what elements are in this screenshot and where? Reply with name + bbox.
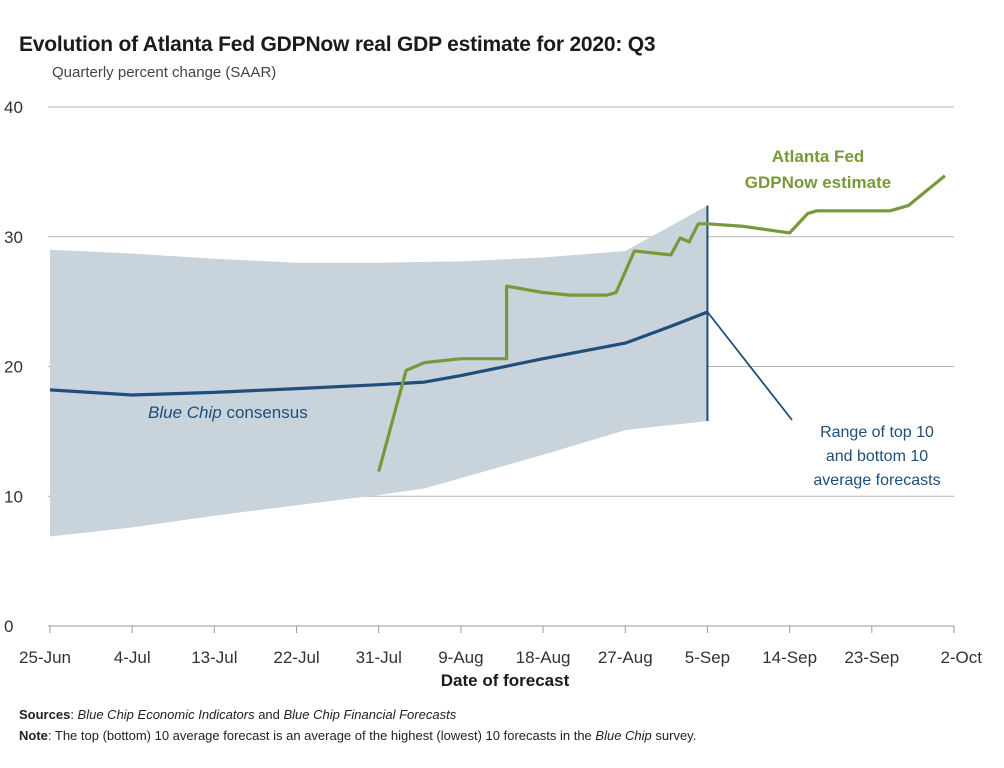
sources-label: Sources — [19, 707, 71, 722]
y-tick-label: 30 — [4, 228, 23, 247]
range-band — [50, 205, 708, 537]
x-tick-label: 25-Jun — [19, 648, 71, 667]
x-axis-tick-labels: 25-Jun 4-Jul 13-Jul 22-Jul 31-Jul 9-Aug 18-Aug… — [19, 626, 982, 667]
y-tick-label: 0 — [4, 617, 13, 636]
x-tick-label: 18-Aug — [516, 648, 571, 667]
chart-title: Evolution of Atlanta Fed GDPNow real GDP… — [19, 33, 656, 56]
x-tick-label: 27-Aug — [598, 648, 653, 667]
x-tick-label: 22-Jul — [273, 648, 319, 667]
footnote: Note: The top (bottom) 10 average foreca… — [19, 728, 696, 743]
note-end: survey. — [651, 728, 697, 743]
note-label: Note — [19, 728, 48, 743]
sources-separator: : — [70, 707, 78, 722]
sources-note: Sources: Blue Chip Economic Indicators a… — [19, 707, 456, 722]
sources-and: and — [254, 707, 284, 722]
chart-subtitle: Quarterly percent change (SAAR) — [52, 64, 277, 81]
y-axis-tick-labels: 0 10 20 30 40 — [4, 98, 23, 636]
x-tick-label: 31-Jul — [356, 648, 402, 667]
y-tick-label: 20 — [4, 358, 23, 377]
x-axis-label: Date of forecast — [441, 671, 570, 690]
gdpnow-estimate-line — [377, 174, 946, 473]
x-tick-label: 13-Jul — [191, 648, 237, 667]
range-label-line: average forecasts — [813, 472, 940, 489]
gdpnow-label-line: Atlanta Fed — [772, 147, 865, 166]
x-tick-label: 5-Sep — [685, 648, 730, 667]
range-annotation-pointer — [706, 311, 793, 421]
note-italic: Blue Chip — [595, 728, 652, 743]
y-tick-label: 40 — [4, 98, 23, 117]
x-tick-label: 9-Aug — [438, 648, 483, 667]
range-label-line: and bottom 10 — [826, 448, 928, 465]
range-label-line: Range of top 10 — [820, 424, 934, 441]
annotations: Blue Chip consensus Atlanta Fed GDPNow est… — [148, 147, 941, 489]
note-text: : The top (bottom) 10 average forecast i… — [47, 728, 596, 743]
source-2: Blue Chip Financial Forecasts — [283, 707, 457, 722]
y-tick-label: 10 — [4, 487, 23, 506]
x-tick-label: 23-Sep — [844, 648, 899, 667]
x-tick-label: 4-Jul — [114, 648, 151, 667]
x-tick-label: 14-Sep — [762, 648, 817, 667]
blue-chip-consensus-label: Blue Chip consensus — [148, 403, 308, 422]
source-1: Blue Chip Economic Indicators — [77, 707, 255, 722]
gdpnow-label-line: GDPNow estimate — [745, 173, 891, 192]
gdp-chart: 0 10 20 30 40 25-Jun 4-Jul 13-Jul 22-Jul 31-Jul 9… — [4, 98, 982, 690]
blue-chip-consensus-line — [49, 310, 709, 397]
x-tick-label: 2-Oct — [940, 648, 982, 667]
